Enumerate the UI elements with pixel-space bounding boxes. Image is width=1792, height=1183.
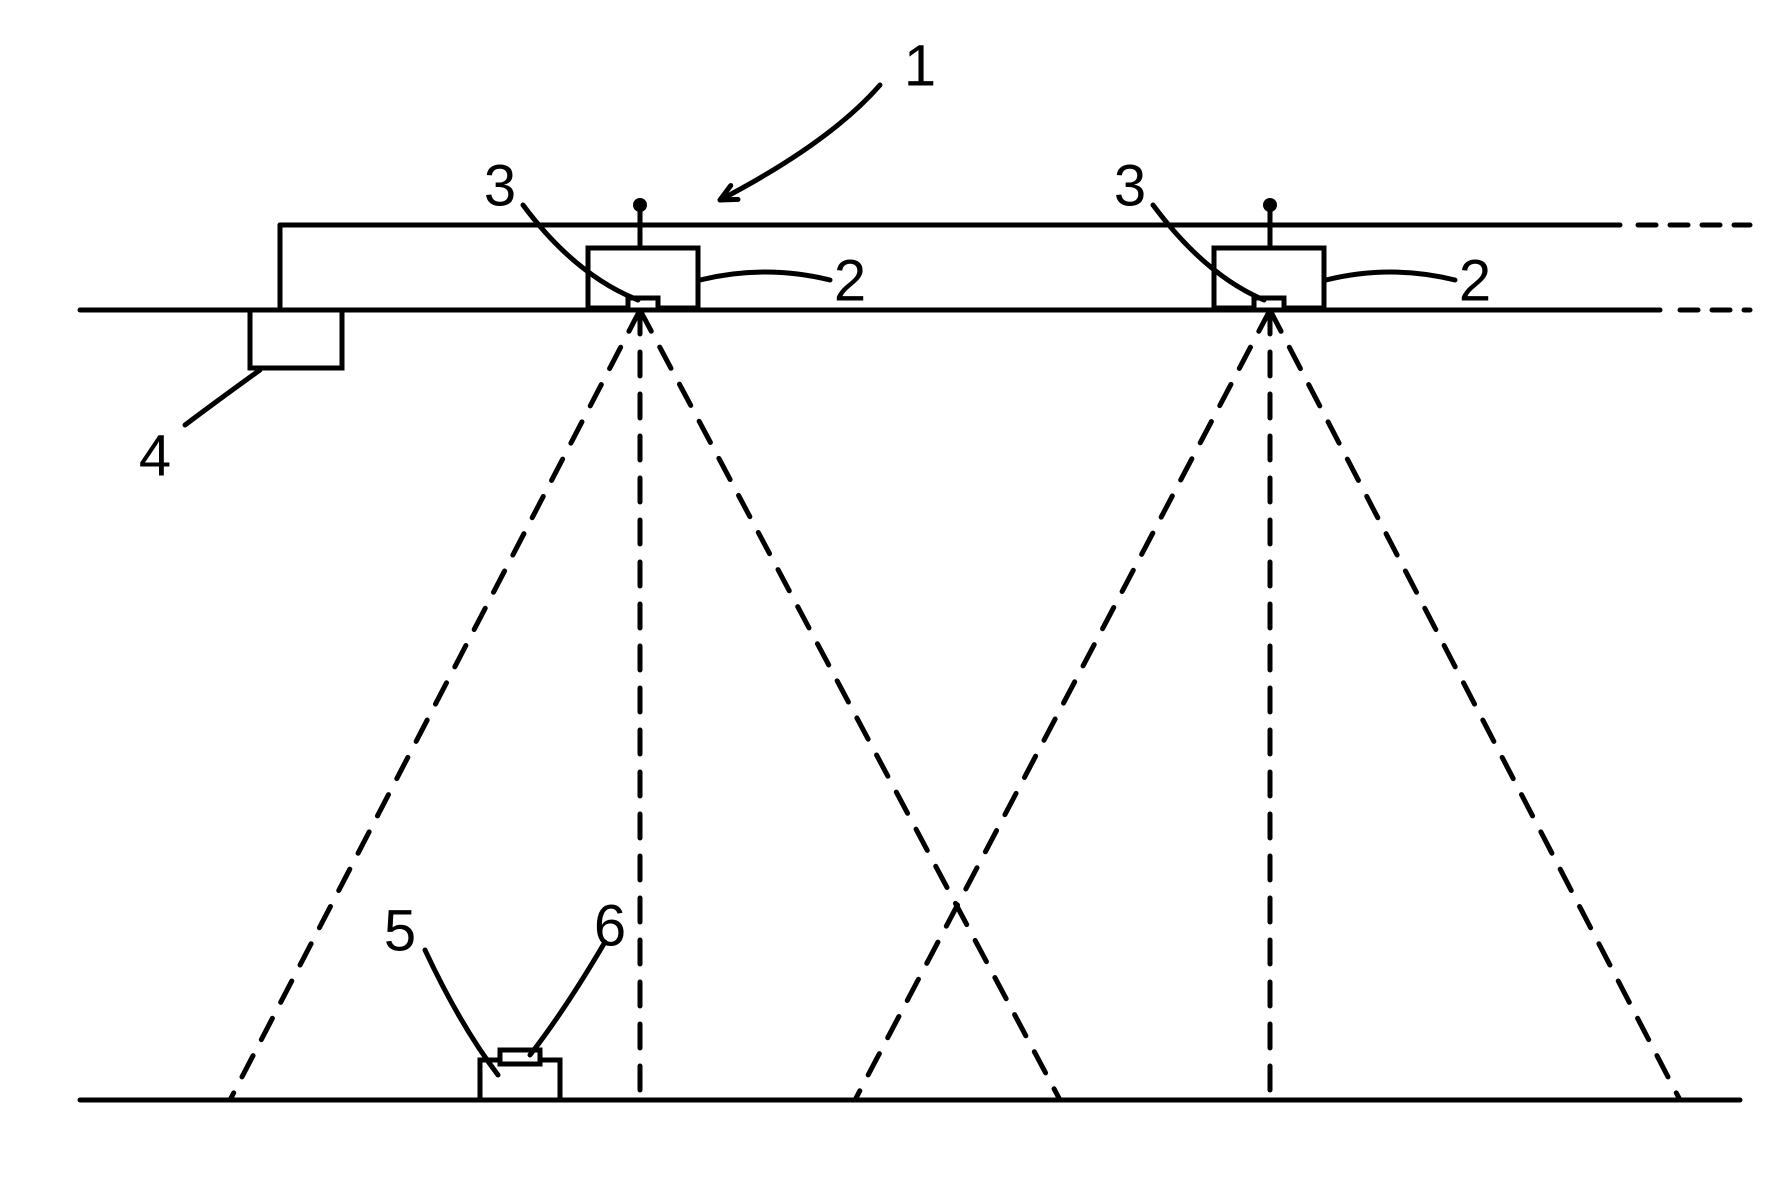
label-3b: 3 — [1114, 153, 1146, 218]
cone-2-right — [1270, 310, 1680, 1100]
technical-diagram: 1 2 3 2 3 4 5 6 — [0, 0, 1792, 1183]
antenna-dot — [633, 198, 647, 212]
label-5: 5 — [384, 898, 416, 963]
pointer-5 — [425, 950, 498, 1075]
pointer-6 — [530, 942, 605, 1055]
pointer-2a — [700, 272, 830, 280]
label-4: 4 — [139, 423, 171, 488]
cone-2-left — [855, 310, 1270, 1100]
label-6: 6 — [594, 893, 626, 958]
cone-1-right — [640, 310, 1060, 1100]
pointer-2b — [1326, 272, 1455, 280]
label-1: 1 — [904, 33, 936, 98]
label-3a: 3 — [484, 153, 516, 218]
backbone-box — [250, 310, 342, 368]
pointer-4 — [185, 370, 260, 425]
antenna-dot — [1263, 198, 1277, 212]
system-pointer — [720, 85, 880, 200]
label-2b: 2 — [1459, 248, 1491, 313]
label-2a: 2 — [834, 248, 866, 313]
